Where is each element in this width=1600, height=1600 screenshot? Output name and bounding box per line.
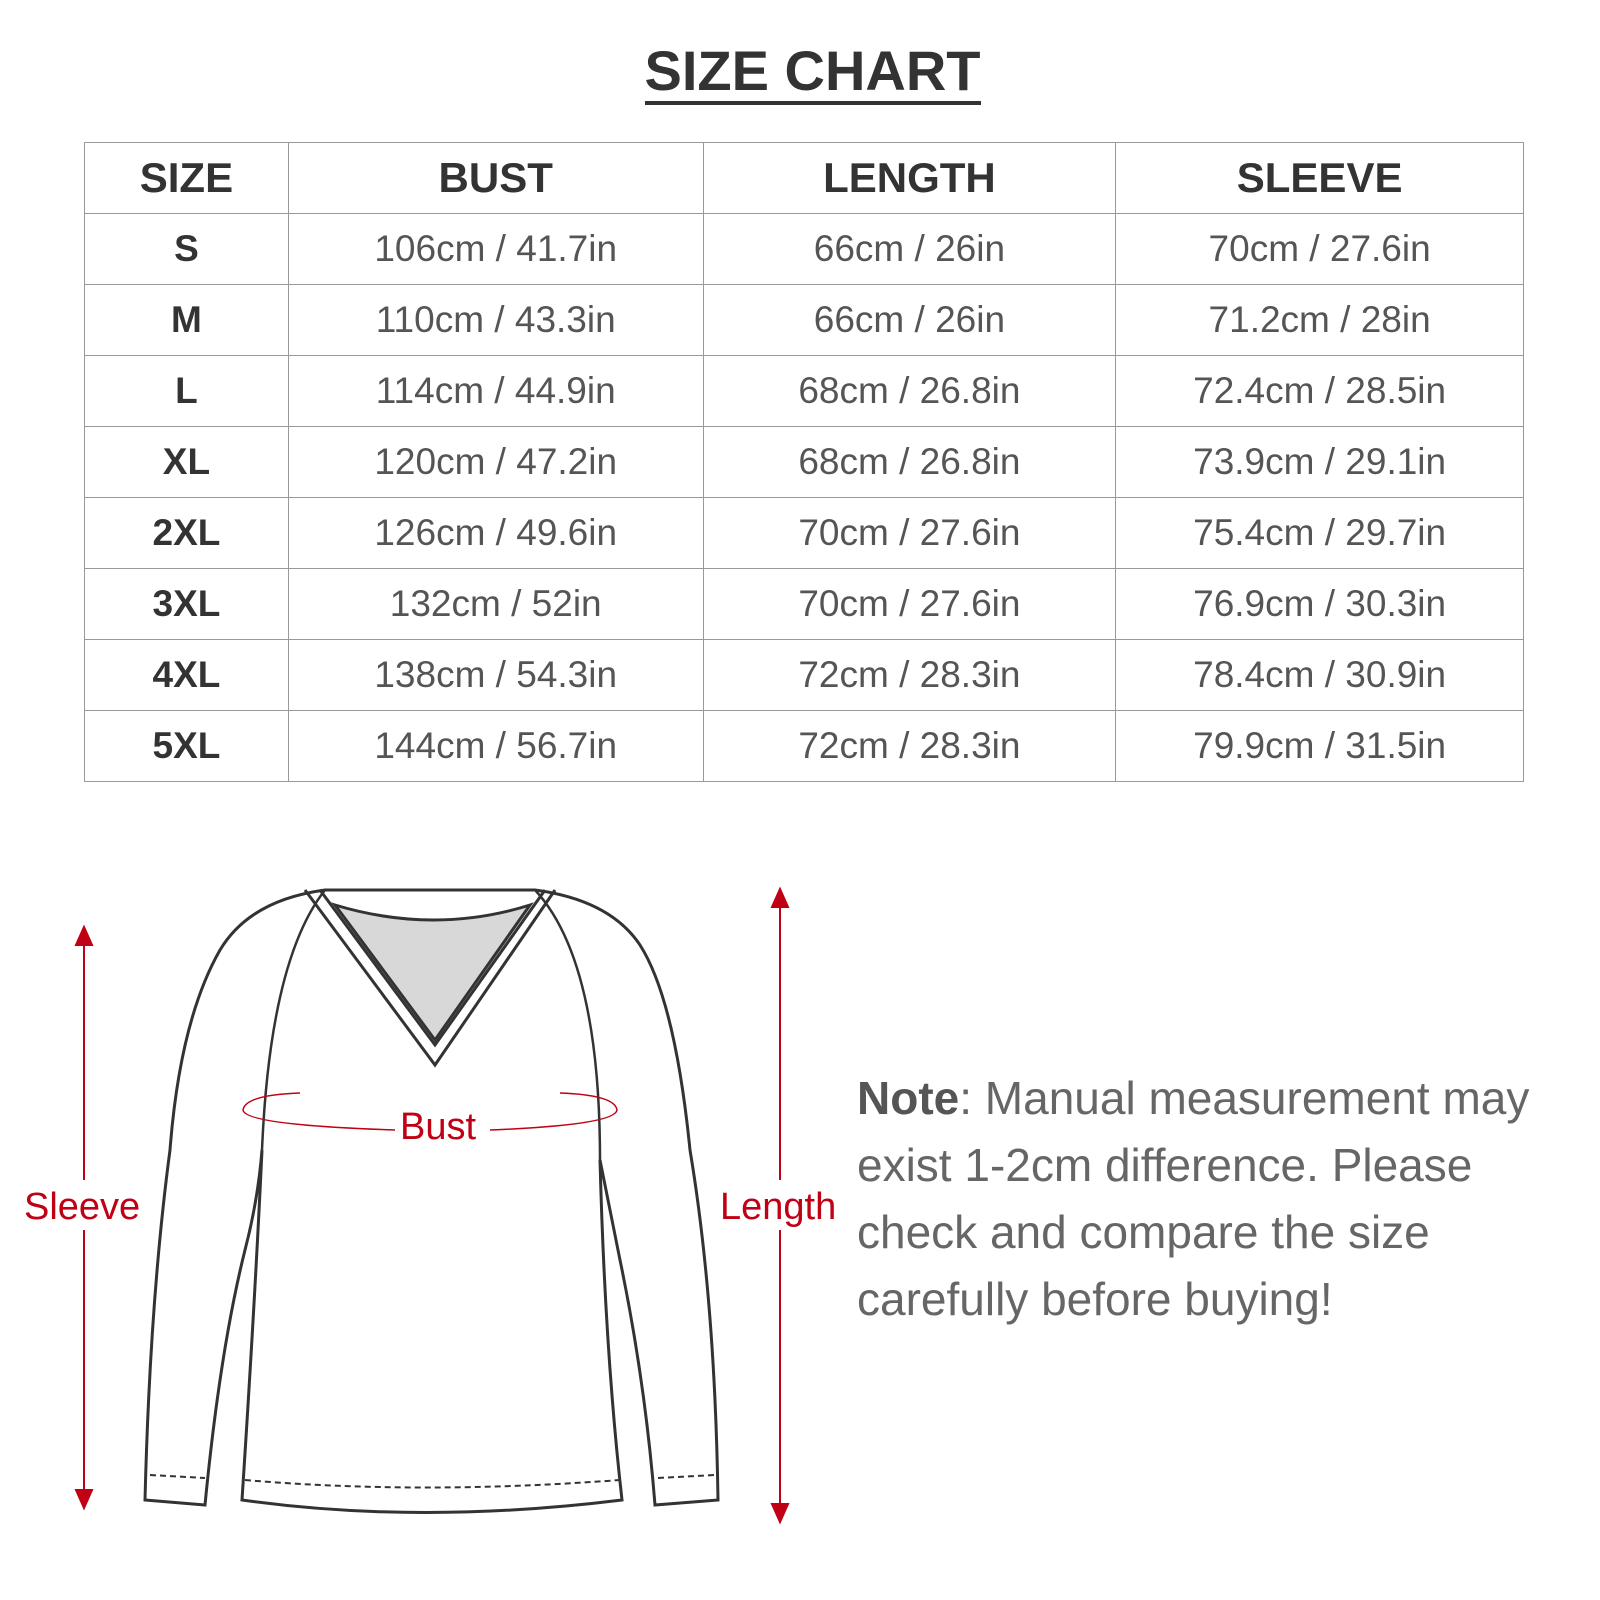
bust-measure-line bbox=[242, 1092, 618, 1131]
header-bust: BUST bbox=[287, 142, 704, 214]
cell-bust: 132cm / 52in bbox=[287, 568, 704, 640]
table-row: 2XL 126cm / 49.6in 70cm / 27.6in 75.4cm / 2… bbox=[84, 497, 1524, 569]
table-row: 5XL 144cm / 56.7in 72cm / 28.3in 79.9cm / 3… bbox=[84, 710, 1524, 782]
cell-size: M bbox=[84, 284, 289, 356]
cell-length: 66cm / 26in bbox=[702, 284, 1117, 356]
cell-sleeve: 70cm / 27.6in bbox=[1115, 213, 1524, 285]
table-row: S 106cm / 41.7in 66cm / 26in 70cm / 27.6in bbox=[84, 213, 1524, 285]
cell-bust: 120cm / 47.2in bbox=[287, 426, 704, 498]
cell-length: 72cm / 28.3in bbox=[702, 639, 1117, 711]
size-table: SIZE BUST LENGTH SLEEVE S 106cm / 41.7in 6… bbox=[84, 142, 1524, 782]
table-row: 3XL 132cm / 52in 70cm / 27.6in 76.9cm / 30.… bbox=[84, 568, 1524, 640]
note-label: Note bbox=[857, 1072, 960, 1124]
cell-sleeve: 71.2cm / 28in bbox=[1115, 284, 1524, 356]
cell-sleeve: 75.4cm / 29.7in bbox=[1115, 497, 1524, 569]
cell-sleeve: 76.9cm / 30.3in bbox=[1115, 568, 1524, 640]
cell-sleeve: 78.4cm / 30.9in bbox=[1115, 639, 1524, 711]
length-label: Length bbox=[720, 1186, 837, 1228]
table-row: XL 120cm / 47.2in 68cm / 26.8in 73.9cm / 29… bbox=[84, 426, 1524, 498]
cell-bust: 144cm / 56.7in bbox=[287, 710, 704, 782]
table-header-row: SIZE BUST LENGTH SLEEVE bbox=[84, 142, 1524, 214]
cell-length: 68cm / 26.8in bbox=[702, 426, 1117, 498]
length-arrow bbox=[770, 886, 790, 1525]
note-text: Note: Manual measurement may exist 1-2cm… bbox=[857, 1065, 1577, 1333]
header-length: LENGTH bbox=[702, 142, 1117, 214]
cell-size: 4XL bbox=[84, 639, 289, 711]
table-row: M 110cm / 43.3in 66cm / 26in 71.2cm / 28in bbox=[84, 284, 1524, 356]
cell-length: 70cm / 27.6in bbox=[702, 497, 1117, 569]
cell-length: 66cm / 26in bbox=[702, 213, 1117, 285]
cell-sleeve: 72.4cm / 28.5in bbox=[1115, 355, 1524, 427]
sleeve-label: Sleeve bbox=[24, 1186, 141, 1228]
page-title: SIZE CHART bbox=[0, 38, 1600, 105]
cell-size: XL bbox=[84, 426, 289, 498]
bust-label: Bust bbox=[400, 1106, 477, 1148]
cell-length: 68cm / 26.8in bbox=[702, 355, 1117, 427]
header-size: SIZE bbox=[84, 142, 289, 214]
cell-size: 3XL bbox=[84, 568, 289, 640]
cell-sleeve: 79.9cm / 31.5in bbox=[1115, 710, 1524, 782]
shirt-outline bbox=[143, 888, 720, 1514]
cell-size: 5XL bbox=[84, 710, 289, 782]
cell-length: 72cm / 28.3in bbox=[702, 710, 1117, 782]
cell-size: 2XL bbox=[84, 497, 289, 569]
table-row: 4XL 138cm / 54.3in 72cm / 28.3in 78.4cm / 3… bbox=[84, 639, 1524, 711]
cell-bust: 126cm / 49.6in bbox=[287, 497, 704, 569]
cell-bust: 138cm / 54.3in bbox=[287, 639, 704, 711]
note-body: : Manual measurement may exist 1-2cm dif… bbox=[857, 1072, 1530, 1325]
table-row: L 114cm / 44.9in 68cm / 26.8in 72.4cm / 28.… bbox=[84, 355, 1524, 427]
sleeve-arrow bbox=[74, 924, 94, 1511]
cell-bust: 114cm / 44.9in bbox=[287, 355, 704, 427]
cell-size: L bbox=[84, 355, 289, 427]
cell-length: 70cm / 27.6in bbox=[702, 568, 1117, 640]
